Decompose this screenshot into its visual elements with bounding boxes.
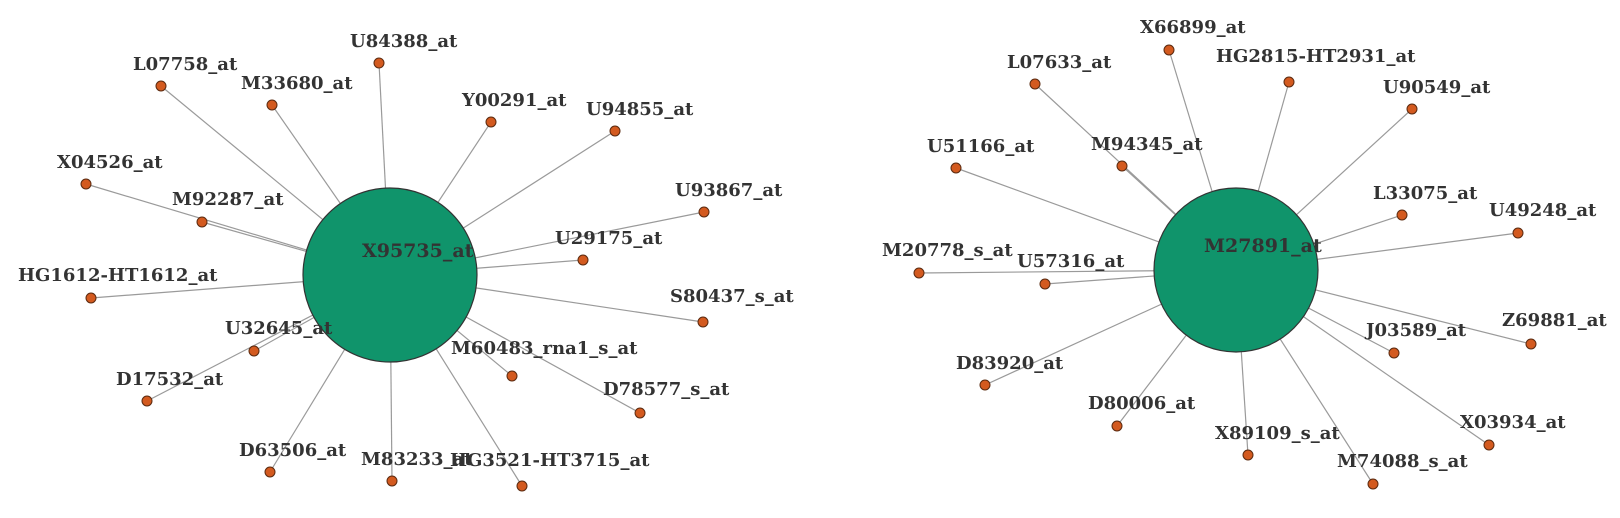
node-label-m83233-at: M83233_at bbox=[361, 449, 473, 470]
node-label-y00291-at: Y00291_at bbox=[461, 90, 567, 111]
hub-node[interactable] bbox=[1153, 187, 1319, 353]
node-label-l07633-at: L07633_at bbox=[1007, 52, 1112, 73]
node-m60483-rna1-s-at[interactable] bbox=[506, 370, 518, 382]
node-label-u93867-at: U93867_at bbox=[675, 180, 783, 201]
node-label-m60483-rna1-s-at: M60483_rna1_s_at bbox=[451, 338, 638, 359]
node-label-m74088-s-at: M74088_s_at bbox=[1337, 451, 1468, 472]
node-label-u90549-at: U90549_at bbox=[1383, 77, 1491, 98]
node-label-hg3521-ht3715-at: HG3521-HT3715_at bbox=[450, 450, 650, 471]
node-label-x66899-at: X66899_at bbox=[1140, 17, 1246, 38]
node-d17532-at[interactable] bbox=[141, 395, 153, 407]
node-l33075-at[interactable] bbox=[1396, 209, 1408, 221]
node-l07633-at[interactable] bbox=[1029, 78, 1041, 90]
node-label-m33680-at: M33680_at bbox=[241, 73, 353, 94]
node-j03589-at[interactable] bbox=[1388, 347, 1400, 359]
node-label-l07758-at: L07758_at bbox=[133, 54, 238, 75]
node-x03934-at[interactable] bbox=[1483, 439, 1495, 451]
node-label-u84388-at: U84388_at bbox=[350, 31, 458, 52]
node-u93867-at[interactable] bbox=[698, 206, 710, 218]
node-label-m20778-s-at: M20778_s_at bbox=[882, 240, 1013, 261]
node-m94345-at[interactable] bbox=[1116, 160, 1128, 172]
node-label-x89109-s-at: X89109_s_at bbox=[1215, 423, 1340, 444]
node-hg1612-ht1612-at[interactable] bbox=[85, 292, 97, 304]
node-label-d63506-at: D63506_at bbox=[239, 440, 347, 461]
node-d78577-s-at[interactable] bbox=[634, 407, 646, 419]
node-label-u29175-at: U29175_at bbox=[555, 228, 663, 249]
node-m83233-at[interactable] bbox=[386, 475, 398, 487]
network-right: X66899_at L07633_at HG2815-HT2931_at U90549… bbox=[882, 17, 1607, 490]
node-m74088-s-at[interactable] bbox=[1367, 478, 1379, 490]
node-d80006-at[interactable] bbox=[1111, 420, 1123, 432]
node-label-d78577-s-at: D78577_s_at bbox=[603, 379, 730, 400]
node-label-hg1612-ht1612-at: HG1612-HT1612_at bbox=[18, 265, 218, 286]
node-u94855-at[interactable] bbox=[609, 125, 621, 137]
node-u32645-at[interactable] bbox=[248, 345, 260, 357]
node-x66899-at[interactable] bbox=[1163, 44, 1175, 56]
node-label-m92287-at: M92287_at bbox=[172, 189, 284, 210]
node-label-hg2815-ht2931-at: HG2815-HT2931_at bbox=[1216, 46, 1416, 67]
node-label-l33075-at: L33075_at bbox=[1373, 183, 1478, 204]
node-label-u49248-at: U49248_at bbox=[1489, 200, 1597, 221]
node-u51166-at[interactable] bbox=[950, 162, 962, 174]
node-label-m94345-at: M94345_at bbox=[1091, 134, 1203, 155]
node-u29175-at[interactable] bbox=[577, 254, 589, 266]
node-label-x03934-at: X03934_at bbox=[1460, 412, 1566, 433]
node-s80437-s-at[interactable] bbox=[697, 316, 709, 328]
node-label-u94855-at: U94855_at bbox=[586, 99, 694, 120]
node-label-d80006-at: D80006_at bbox=[1088, 393, 1196, 414]
hub-label: M27891_at bbox=[1204, 235, 1322, 257]
node-m92287-at[interactable] bbox=[196, 216, 208, 228]
node-y00291-at[interactable] bbox=[485, 116, 497, 128]
node-hg2815-ht2931-at[interactable] bbox=[1283, 76, 1295, 88]
node-label-z69881-at: Z69881_at bbox=[1502, 310, 1607, 331]
node-label-u57316-at: U57316_at bbox=[1017, 251, 1125, 272]
node-u57316-at[interactable] bbox=[1039, 278, 1051, 290]
node-label-u32645-at: U32645_at bbox=[225, 318, 333, 339]
node-l07758-at[interactable] bbox=[155, 80, 167, 92]
node-x89109-s-at[interactable] bbox=[1242, 449, 1254, 461]
hub-node[interactable] bbox=[302, 187, 478, 363]
node-x04526-at[interactable] bbox=[80, 178, 92, 190]
node-label-x04526-at: X04526_at bbox=[57, 152, 163, 173]
node-label-d17532-at: D17532_at bbox=[116, 369, 224, 390]
node-label-j03589-at: J03589_at bbox=[1364, 320, 1467, 341]
node-m33680-at[interactable] bbox=[266, 99, 278, 111]
node-label-u51166-at: U51166_at bbox=[927, 136, 1035, 157]
node-d63506-at[interactable] bbox=[264, 466, 276, 478]
node-u90549-at[interactable] bbox=[1406, 103, 1418, 115]
hub-label: X95735_at bbox=[362, 240, 474, 262]
node-label-s80437-s-at: S80437_s_at bbox=[670, 286, 794, 307]
node-z69881-at[interactable] bbox=[1525, 338, 1537, 350]
node-hg3521-ht3715-at[interactable] bbox=[516, 480, 528, 492]
node-m20778-s-at[interactable] bbox=[913, 267, 925, 279]
node-label-d83920-at: D83920_at bbox=[956, 353, 1064, 374]
node-d83920-at[interactable] bbox=[979, 379, 991, 391]
node-u49248-at[interactable] bbox=[1512, 227, 1524, 239]
node-u84388-at[interactable] bbox=[373, 57, 385, 69]
